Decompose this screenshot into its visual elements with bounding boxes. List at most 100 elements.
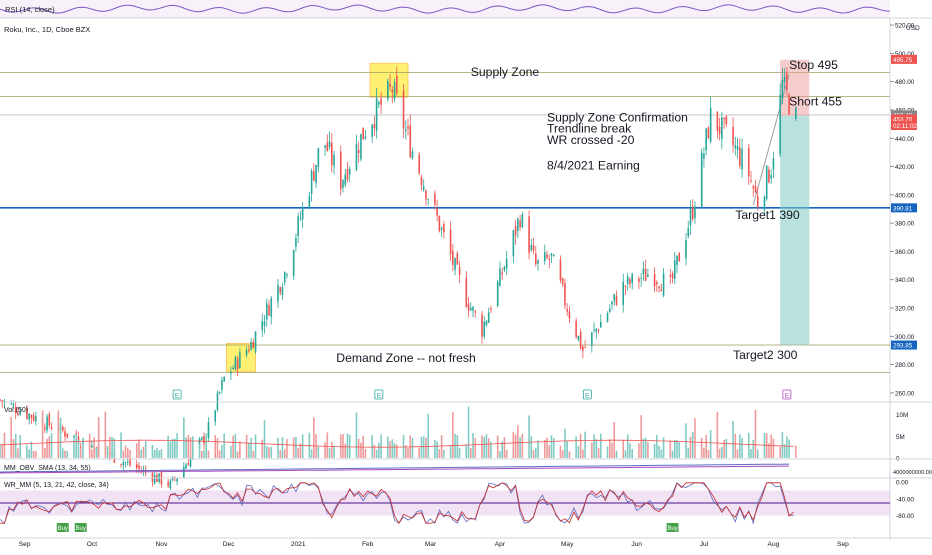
volume-bar (214, 435, 217, 458)
volume-bar (310, 449, 313, 458)
obv-sma-line (0, 465, 790, 474)
candle (46, 416, 48, 431)
volume-bar (438, 449, 441, 458)
volume-bar (530, 436, 533, 458)
volume-bar (644, 437, 647, 458)
candle (362, 127, 364, 140)
candle (153, 475, 156, 484)
annotation-stop-495: Stop 495 (789, 58, 838, 72)
candle (608, 308, 611, 312)
volume-bar (472, 432, 474, 458)
annotation-demand-zone-not-fresh: Demand Zone -- not fresh (336, 351, 476, 365)
volume-bar (176, 433, 178, 458)
candle (427, 199, 429, 201)
wr-line-fast (0, 482, 794, 525)
earnings-marker-label: E (175, 393, 180, 400)
volume-bar (189, 437, 192, 458)
candle (223, 376, 225, 382)
candle (26, 407, 28, 419)
volume-bar (593, 434, 595, 458)
volume-bar (221, 445, 223, 458)
candle (185, 464, 187, 469)
volume-bar (564, 428, 566, 458)
candle (591, 332, 593, 346)
candle (236, 358, 239, 370)
volume-bar (656, 434, 658, 458)
price-tick-label-340: 340.00 (895, 277, 915, 284)
candle (346, 168, 349, 180)
candle (30, 414, 33, 418)
candle (120, 463, 122, 465)
candle (126, 461, 129, 463)
candle (189, 456, 192, 467)
volume-bar (106, 446, 109, 458)
price-badge-4 (891, 203, 917, 213)
candle (624, 285, 627, 288)
candle (705, 128, 707, 151)
candle (434, 194, 436, 205)
volume-bar (263, 420, 266, 458)
candle (582, 346, 584, 351)
candle (600, 321, 602, 328)
volume-bar (521, 434, 524, 458)
price-badge-label-5: 293.85 (893, 343, 913, 350)
volume-bar (718, 448, 721, 458)
buy-signal-badge (666, 523, 679, 532)
volume-bar (261, 439, 264, 458)
candle (584, 346, 586, 348)
price-tick-label-300: 300.00 (895, 334, 915, 341)
volume-ma-line (0, 439, 794, 448)
volume-bar (485, 434, 488, 458)
candle (261, 321, 264, 331)
candle (638, 278, 640, 282)
candle (440, 227, 443, 230)
time-tick-feb: Feb (362, 541, 374, 548)
candle (629, 279, 631, 285)
volume-bar (402, 434, 405, 458)
volume-bar (223, 433, 225, 458)
volume-bar (736, 449, 739, 458)
volume-bar (355, 412, 358, 458)
volume-bar (483, 437, 486, 458)
volume-bar (375, 449, 378, 458)
price-tick-label-420: 420.00 (895, 164, 915, 171)
candle (129, 458, 131, 466)
volume-bar (671, 450, 674, 458)
candle (763, 196, 766, 210)
candle (283, 272, 286, 283)
candle (700, 152, 703, 207)
candle (135, 464, 138, 469)
volume-bar (35, 451, 37, 458)
annotation-short-455: Short 455 (789, 95, 842, 109)
volume-bar (732, 421, 734, 458)
volume-bar (364, 448, 367, 458)
candle (579, 331, 582, 349)
candle (611, 301, 613, 305)
volume-bar (393, 443, 396, 458)
price-tick-label-480: 480.00 (895, 79, 915, 86)
chart-title: Roku, Inc., 1D, Cboe BZX (4, 25, 90, 34)
volume-bar (245, 434, 248, 458)
volume-bar (61, 448, 64, 458)
volume-bar (32, 451, 35, 458)
candle (691, 206, 694, 220)
wr-tick-0: 0.00 (896, 480, 909, 487)
candle (676, 255, 678, 266)
volume-bar (499, 451, 501, 458)
volume-bar (584, 431, 586, 458)
candle (230, 372, 232, 374)
candle (741, 148, 743, 170)
volume-bar (326, 432, 329, 458)
volume-bar (422, 436, 425, 458)
volume-bar (317, 446, 320, 458)
candle (402, 90, 405, 129)
candle (505, 258, 508, 269)
volume-bar (591, 442, 593, 458)
volume-bar (203, 450, 205, 458)
volume-bar (467, 406, 470, 458)
candle (647, 274, 649, 277)
annotation-trendline-break: Trendline break (547, 122, 632, 136)
volume-bar (705, 434, 707, 458)
time-tick-sep: Sep (837, 541, 849, 548)
